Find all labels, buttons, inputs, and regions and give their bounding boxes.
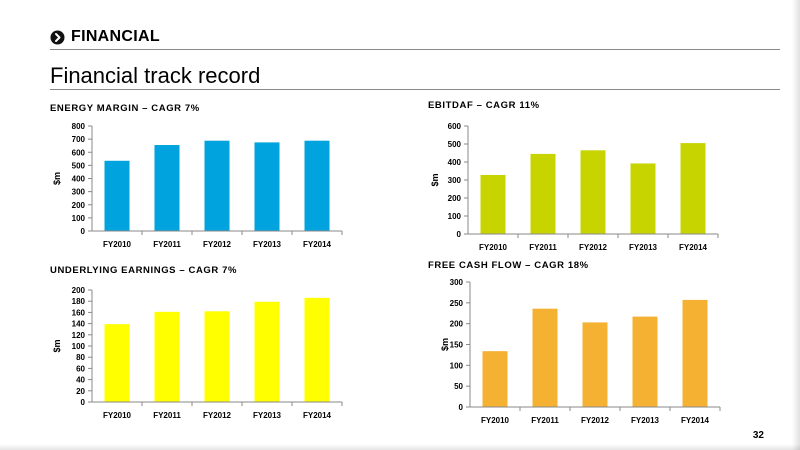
- y-tick-label: 140: [72, 320, 86, 329]
- x-tick-label-fy2011: FY2011: [529, 243, 557, 252]
- y-tick-label: 180: [72, 297, 86, 306]
- bar-fy2011: [532, 308, 558, 407]
- slide-shadow-bottom: [0, 444, 800, 450]
- y-tick-label: 0: [81, 398, 86, 407]
- y-tick-label: 160: [72, 308, 86, 317]
- free-cash-flow-chart: 0 50 100 150 200 250 300 FY2010 FY2011 FY2012 FY20…: [440, 278, 721, 425]
- y-tick-label: 100: [72, 214, 86, 223]
- x-tick-label-fy2011: FY2011: [153, 411, 181, 420]
- chevron-right-icon: [50, 30, 65, 45]
- x-tick-label-fy2010: FY2010: [103, 240, 132, 249]
- y-axis-label: $m: [52, 172, 62, 185]
- bar-fy2014: [682, 299, 708, 407]
- y-tick-label: 200: [450, 320, 464, 329]
- y-tick-label: 50: [454, 382, 463, 391]
- y-tick-label: 300: [450, 278, 464, 287]
- x-tick-label-fy2012: FY2012: [579, 243, 608, 252]
- y-axis-label: $m: [440, 338, 450, 351]
- page-number: 32: [752, 430, 764, 441]
- chart-title-ebitdaf: EBITDAF – CAGR 11%: [428, 100, 540, 111]
- bar-fy2013: [632, 316, 658, 407]
- y-tick-label: 200: [72, 201, 86, 210]
- x-tick-label-fy2011: FY2011: [531, 416, 559, 425]
- x-tick-label-fy2013: FY2013: [253, 411, 282, 420]
- bar-fy2011: [154, 145, 180, 231]
- x-tick-label-fy2012: FY2012: [581, 416, 610, 425]
- y-tick-label: 300: [72, 188, 86, 197]
- bar-fy2014: [304, 140, 330, 231]
- y-tick-label: 800: [72, 122, 86, 131]
- y-tick-label: 200: [448, 194, 462, 203]
- x-tick-label-fy2014: FY2014: [303, 411, 332, 420]
- x-tick-label-fy2010: FY2010: [481, 416, 510, 425]
- y-tick-label: 60: [76, 364, 85, 373]
- bar-fy2012: [204, 140, 230, 231]
- x-tick-label-fy2010: FY2010: [103, 411, 132, 420]
- y-tick-label: 500: [72, 161, 86, 170]
- underlying-earnings-chart: 0 20 40 60 80 100 120 140 160 180 200 FY2010 FY2011 F…: [52, 286, 343, 420]
- y-tick-label: 600: [72, 148, 86, 157]
- x-tick-label-fy2014: FY2014: [681, 416, 710, 425]
- y-tick-label: 400: [72, 175, 86, 184]
- y-tick-label: 40: [76, 376, 85, 385]
- y-tick-label: 0: [457, 230, 462, 239]
- bar-fy2014: [304, 297, 330, 402]
- bar-fy2012: [580, 150, 606, 234]
- y-tick-label: 20: [76, 387, 85, 396]
- x-tick-label-fy2014: FY2014: [679, 243, 708, 252]
- bar-fy2013: [254, 142, 280, 231]
- page-title: Financial track record: [50, 63, 261, 88]
- x-tick-label-fy2010: FY2010: [479, 243, 508, 252]
- y-axis-label: $m: [52, 339, 62, 352]
- section-header: FINANCIAL: [50, 26, 160, 48]
- bar-fy2013: [630, 163, 656, 234]
- chart-title-energy-margin: ENERGY MARGIN – CAGR 7%: [50, 103, 200, 114]
- x-tick-label-fy2012: FY2012: [203, 411, 232, 420]
- y-tick-label: 100: [450, 361, 464, 370]
- y-tick-label: 100: [72, 342, 86, 351]
- x-tick-label-fy2011: FY2011: [153, 240, 181, 249]
- x-tick-label-fy2013: FY2013: [629, 243, 658, 252]
- y-tick-label: 700: [72, 135, 86, 144]
- header-rule-bottom: [50, 89, 780, 90]
- bar-fy2011: [530, 153, 556, 234]
- section-title: FINANCIAL: [71, 28, 160, 45]
- bar-fy2010: [104, 324, 130, 402]
- chart-title-free-cash-flow: FREE CASH FLOW – CAGR 18%: [428, 260, 589, 271]
- y-tick-label: 300: [448, 176, 462, 185]
- y-tick-label: 120: [72, 331, 86, 340]
- y-tick-label: 0: [459, 403, 464, 412]
- bar-fy2012: [582, 322, 608, 407]
- x-tick-label-fy2013: FY2013: [631, 416, 660, 425]
- slide-shadow-right: [792, 0, 800, 450]
- energy-margin-chart: 0 100 200 300 400 500 600 700 800 FY2010 FY2011 FY2…: [52, 122, 343, 249]
- bar-fy2012: [204, 311, 230, 402]
- y-tick-label: 0: [81, 227, 86, 236]
- bar-fy2014: [680, 143, 706, 234]
- bar-fy2010: [482, 351, 508, 407]
- y-tick-label: 100: [448, 212, 462, 221]
- y-tick-label: 400: [448, 158, 462, 167]
- y-axis-label: $m: [430, 173, 440, 186]
- ebitdaf-chart: 0 100 200 300 400 500 600 FY2010 FY2011 FY2012 FY2…: [430, 122, 719, 252]
- y-tick-label: 600: [448, 122, 462, 131]
- y-tick-label: 200: [72, 286, 86, 295]
- bar-fy2010: [480, 174, 506, 234]
- bar-fy2010: [104, 160, 130, 231]
- y-tick-label: 150: [450, 341, 464, 350]
- chart-title-underlying-earnings: UNDERLYING EARNINGS – CAGR 7%: [50, 265, 238, 276]
- x-tick-label-fy2012: FY2012: [203, 240, 232, 249]
- bar-fy2013: [254, 301, 280, 402]
- y-tick-label: 80: [76, 353, 85, 362]
- y-tick-label: 250: [450, 299, 464, 308]
- bar-fy2011: [154, 311, 180, 402]
- x-tick-label-fy2013: FY2013: [253, 240, 282, 249]
- header-rule-top: [50, 49, 780, 50]
- y-tick-label: 500: [448, 140, 462, 149]
- x-tick-label-fy2014: FY2014: [303, 240, 332, 249]
